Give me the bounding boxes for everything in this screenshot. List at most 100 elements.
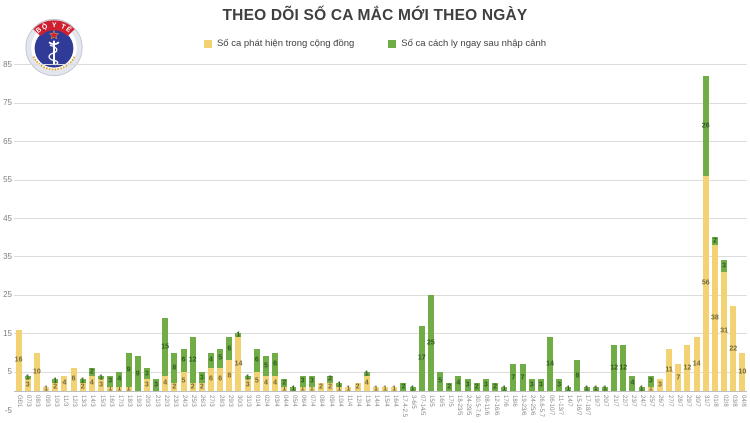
x-axis-tick-label: 01/8	[712, 395, 719, 407]
bar-value-community: 2	[80, 383, 85, 391]
bar-value-imported: 2	[282, 379, 287, 387]
bar-value-community: 14	[234, 360, 243, 368]
bar-segment-imported	[638, 387, 645, 391]
x-axis-tick-label: 31/3	[245, 395, 252, 407]
gridline	[14, 218, 747, 220]
bar-value-imported: 2	[712, 237, 717, 245]
bar-segment-community	[363, 375, 370, 391]
bar-segment-imported	[592, 387, 599, 391]
bar-value-imported: 12	[619, 364, 628, 372]
bar-value-imported: 2	[328, 375, 333, 383]
bar-segment-community	[79, 383, 86, 391]
bar-value-imported: 3	[465, 381, 470, 389]
bar-segment-imported	[702, 75, 709, 176]
y-axis-tick-label: 35	[3, 251, 12, 261]
bar-segment-community	[281, 387, 288, 391]
x-axis-tick-label: 06-10/7	[547, 395, 554, 416]
bar-segment-imported	[198, 371, 205, 384]
bar-segment-community	[666, 348, 673, 391]
bar-value-imported: 3	[144, 370, 149, 378]
bar-value-imported: 6	[254, 356, 259, 364]
x-axis-tick-label: 16/3	[107, 395, 114, 407]
gridline	[14, 141, 747, 143]
x-axis-line	[14, 391, 747, 392]
logo-bowl-icon	[48, 41, 60, 46]
bar-value-community: 2	[355, 383, 360, 391]
bar-value-community: 14	[692, 360, 701, 368]
bar-segment-imported	[299, 375, 306, 388]
bar-value-community: 5	[254, 377, 259, 385]
x-axis-tick-label: 26.6-5.7	[538, 395, 545, 418]
bar-segment-community	[180, 371, 187, 391]
bar-segment-imported	[244, 375, 251, 380]
bar-segment-community	[24, 379, 31, 391]
bar-segment-imported	[327, 375, 334, 384]
bar-segment-imported	[437, 371, 444, 391]
bar-segment-community	[354, 383, 361, 391]
bar-segment-community	[372, 387, 379, 391]
bar-segment-imported	[207, 352, 214, 368]
logo-bottom-arc-text	[32, 56, 76, 71]
bar-value-imported: 1	[593, 385, 598, 393]
bar-segment-community	[253, 371, 260, 391]
bar-segment-imported	[473, 383, 480, 391]
logo-snake-icon	[48, 44, 59, 66]
x-axis-tick-label: 16/5	[437, 395, 444, 407]
x-axis-tick-label: 26/3	[199, 395, 206, 407]
gridline	[14, 256, 747, 258]
x-axis-tick-label: 30.5-7.6	[474, 395, 481, 418]
bar-segment-community	[70, 367, 77, 391]
x-axis-tick-label: 15-16/7	[574, 395, 581, 416]
x-axis-tick-label: 22/7	[620, 395, 627, 407]
bar-segment-imported	[98, 375, 105, 380]
bar-value-community: 1	[337, 385, 342, 393]
y-axis-tick-label: 65	[3, 136, 12, 146]
gridline	[14, 102, 747, 104]
bar-segment-community	[143, 379, 150, 391]
bar-value-community: 8	[227, 372, 232, 380]
x-axis-tick-label: 21/7	[611, 395, 618, 407]
bar-segment-imported	[79, 379, 86, 384]
x-axis-tick-label: 29/7	[684, 395, 691, 407]
x-axis-tick-label: 25/3	[190, 395, 197, 407]
bar-value-community: 3	[658, 381, 662, 389]
bar-value-community: 1	[373, 385, 378, 393]
bar-value-imported: 6	[227, 345, 232, 353]
x-axis-tick-label: GĐ1	[16, 395, 23, 408]
bar-segment-community	[262, 375, 269, 391]
bar-value-imported: 1	[639, 385, 644, 393]
bar-segment-community	[308, 387, 315, 391]
bar-segment-community	[98, 379, 105, 391]
bar-segment-community	[43, 387, 50, 391]
bar-value-community: 2	[318, 383, 323, 391]
bar-value-community: 6	[209, 375, 213, 383]
bar-value-imported: 3	[300, 377, 305, 385]
x-axis-tick-label: 13/4	[364, 395, 371, 407]
x-axis-tick-label: 07/4	[309, 395, 316, 407]
bar-segment-imported	[24, 375, 31, 380]
bar-value-imported: 2	[493, 383, 497, 391]
bar-segment-community	[52, 383, 59, 391]
bar-value-imported: 2	[89, 368, 94, 376]
bar-segment-imported	[574, 360, 581, 391]
bar-segment-imported	[418, 325, 425, 391]
x-axis-tick-label: 13/3	[80, 395, 87, 407]
x-axis-tick-label: 10/4	[336, 395, 343, 407]
bar-value-imported: 1	[245, 374, 250, 382]
bar-segment-community	[189, 383, 196, 391]
bar-segment-community	[711, 244, 718, 391]
bar-segment-community	[272, 375, 279, 391]
bar-value-imported: 17	[417, 354, 426, 362]
bar-segment-imported	[217, 348, 224, 368]
bar-segment-imported	[711, 237, 718, 245]
x-axis-tick-label: 23/7	[629, 395, 636, 407]
bar-value-imported: 1	[291, 385, 296, 393]
y-axis-tick-label: 45	[3, 213, 12, 223]
bar-segment-imported	[510, 364, 517, 391]
bar-value-community: 31	[720, 327, 728, 335]
bar-value-imported: 12	[188, 356, 197, 364]
x-axis-tick-label: 25/7	[648, 395, 655, 407]
bar-segment-community	[171, 383, 178, 391]
bar-value-imported: 3	[538, 381, 543, 389]
